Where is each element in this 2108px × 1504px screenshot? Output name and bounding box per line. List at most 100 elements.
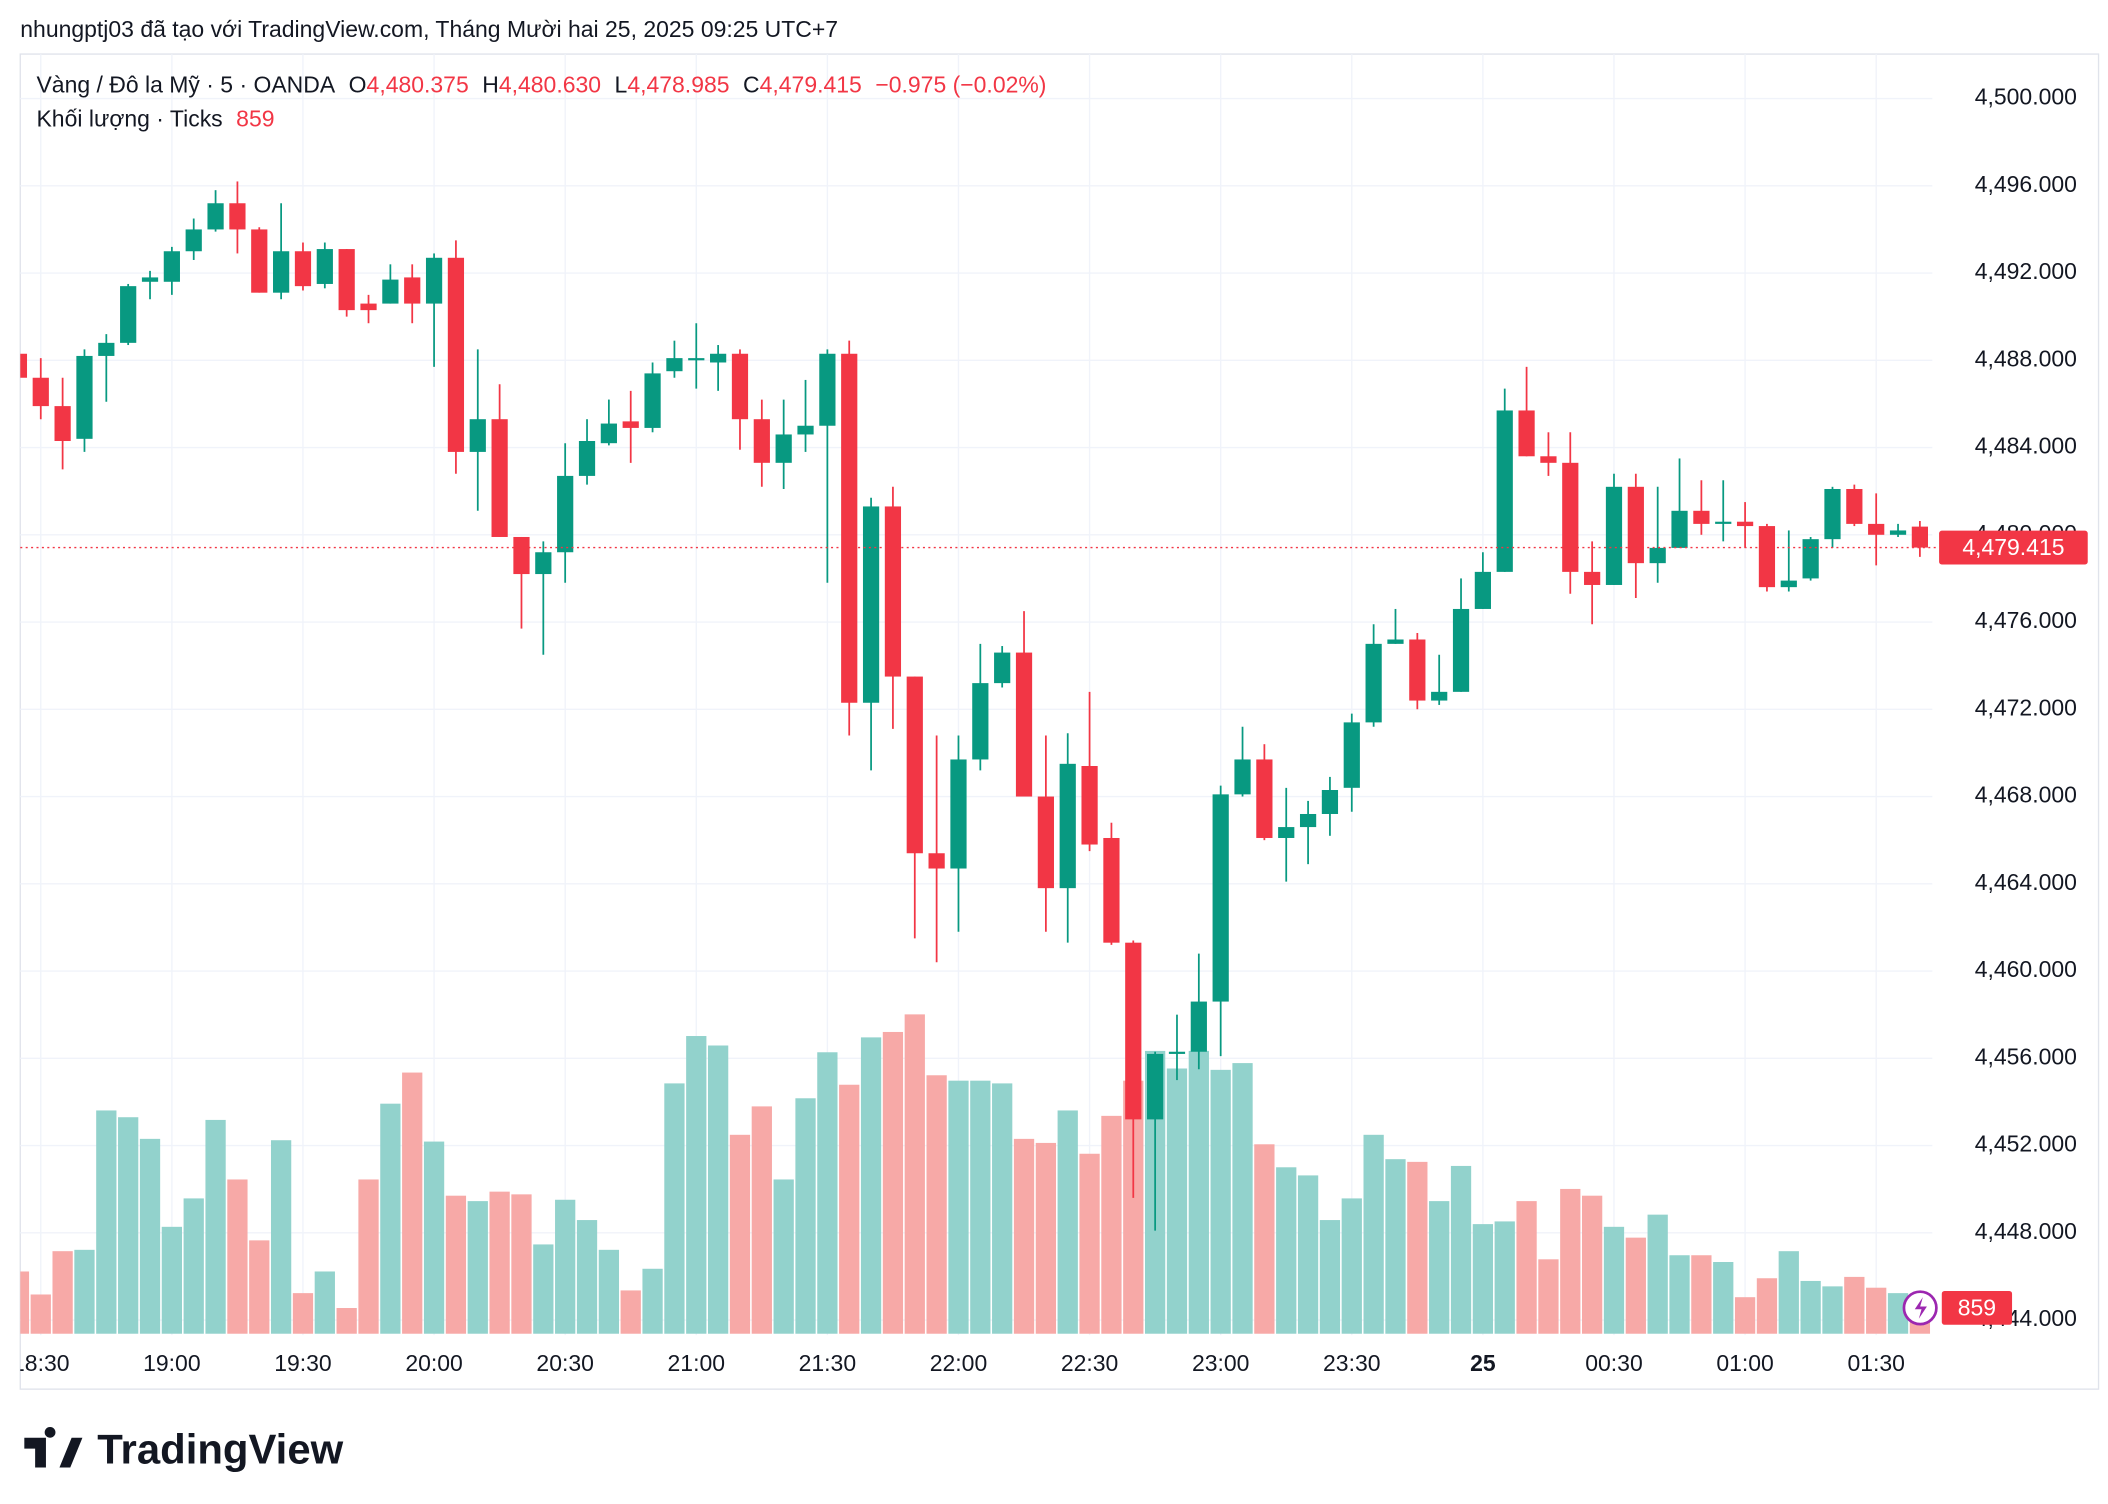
candle-body [513,536,530,575]
volume-bar [1647,1214,1668,1334]
volume-bar [1385,1159,1406,1334]
volume-bar [358,1179,379,1334]
candle-body [273,251,290,293]
candle-body [1081,766,1098,845]
volume-bar [729,1134,751,1334]
volume-bar [686,1036,707,1334]
volume-bar [773,1179,794,1334]
x-tick-label: 25 [1470,1350,1496,1376]
candle-body [1343,722,1360,788]
candle-body [1474,571,1491,609]
x-tick-label: 01:30 [1847,1350,1904,1376]
volume-bar [96,1110,117,1334]
x-tick-label: 20:00 [405,1350,462,1376]
y-tick-label: 4,500.000 [1975,84,2077,110]
candle-body [775,434,792,463]
y-tick-label: 4,456.000 [1975,1043,2077,1069]
x-tick-label: 22:30 [1061,1350,1118,1376]
candle-body [1780,580,1797,588]
candle-body [557,475,574,553]
volume-bar [1254,1144,1275,1334]
volume-bar [30,1294,51,1334]
candle-body [819,353,836,426]
candle-body [1452,608,1470,692]
legend-key: H [482,72,499,98]
logo: TradingView [24,1426,344,1473]
last-price-label: 4,479.415 [1962,534,2064,560]
volume-bar [314,1271,335,1334]
candle-body [1715,521,1732,524]
candle-body [1278,827,1295,838]
volume-bar [1472,1224,1494,1334]
volume-bar [948,1080,969,1334]
x-tick-label: 00:30 [1585,1350,1642,1376]
candle-body [1584,571,1601,585]
volume-bar [620,1290,641,1334]
candle-body [1824,488,1841,540]
candle-body [1846,488,1863,524]
candle-body [1431,691,1448,701]
volume-bar [467,1201,488,1334]
candle-body [404,277,421,304]
volume-bar [1669,1255,1690,1334]
x-tick-label: 20:30 [536,1350,593,1376]
candle-body [862,506,880,703]
x-tick-label: 23:00 [1192,1350,1249,1376]
logo-icon [24,1426,83,1468]
candle-body [1365,643,1382,723]
x-tick-label: 21:00 [668,1350,725,1376]
candle-body [1409,639,1426,701]
candle-body [1649,547,1666,564]
volume-value: 859 [236,105,274,131]
volume-bar [489,1191,510,1334]
candle-body [535,552,552,575]
candle-body [1015,652,1033,797]
volume-badge-label: 859 [1958,1294,1996,1320]
x-tick-label: 22:00 [930,1350,987,1376]
candle-body [994,652,1011,684]
y-tick-label: 4,484.000 [1975,433,2077,459]
legend-value: 4,480.630 [499,72,601,98]
volume-bar [227,1179,248,1334]
candle-body [425,257,443,304]
volume-bar [249,1240,270,1334]
volume-bar [1341,1198,1362,1334]
candle-body [1256,759,1273,838]
candle-body [98,342,115,356]
volume-bar [992,1083,1013,1334]
candle-body [600,423,617,444]
volume-bar [1276,1167,1297,1334]
legend-key: L [615,72,628,98]
candle-body [185,229,202,252]
volume-bar [205,1119,226,1334]
candle-body [20,353,28,378]
volume-bar [1297,1175,1319,1334]
y-tick-label: 4,460.000 [1975,956,2077,982]
legend-value: 4,479.415 [760,72,862,98]
volume-bar [1734,1297,1756,1334]
volume-bar [664,1083,685,1334]
volume-bar [860,1037,882,1334]
volume-bar [1538,1259,1559,1334]
candle-body [1605,486,1623,585]
candle-body [163,251,180,282]
candle-body [1321,789,1339,814]
candle-body [251,229,268,293]
candle-body [491,419,508,537]
y-tick-label: 4,488.000 [1975,345,2077,371]
candle-body [578,441,596,476]
volume-bar [1232,1063,1253,1334]
y-tick-label: 4,492.000 [1975,258,2077,284]
candle-body [338,249,355,311]
volume-bar [576,1220,598,1334]
x-axis: 18:30 19:00 19:30 20:00 20:30 21:00 21:30 22:00… [20,1350,1905,1376]
legend-key: O [349,72,367,98]
volume-bar [1800,1280,1821,1334]
volume-bar [707,1045,729,1334]
volume-bar [1560,1188,1581,1334]
candle-body [710,353,727,363]
volume-bar [1210,1069,1231,1334]
alert-icon-bolt [1914,1297,1927,1319]
candle-body [447,257,465,452]
